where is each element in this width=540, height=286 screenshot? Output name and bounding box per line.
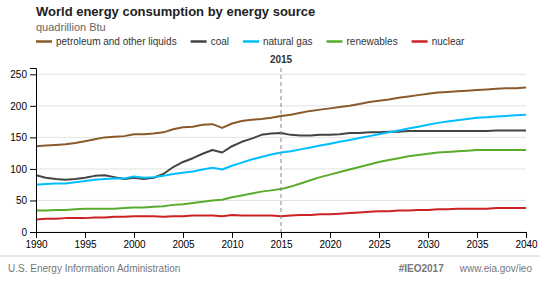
- tick-mark: [183, 232, 184, 238]
- tick-label: 1995: [74, 239, 97, 250]
- legend: petroleum and other liquids coal natural g…: [36, 36, 465, 47]
- tick: 1995: [74, 232, 97, 250]
- tick: 100: [10, 164, 36, 175]
- tick: 2005: [172, 232, 195, 250]
- tick-mark: [232, 232, 233, 238]
- footer-text: #IEO2017: [399, 263, 444, 274]
- tick: 2030: [417, 232, 440, 250]
- title: World energy consumption by energy sourc…: [36, 4, 315, 19]
- tick: 150: [10, 132, 36, 143]
- legend-swatch: [412, 40, 428, 43]
- subtitle: quadrillion Btu: [36, 21, 106, 33]
- tick-mark: [526, 232, 527, 238]
- tick-label: 200: [10, 101, 27, 112]
- tick-label: 2005: [172, 239, 195, 250]
- tick-mark: [30, 106, 36, 107]
- tick-mark: [330, 232, 331, 238]
- tick: 250: [10, 69, 36, 80]
- tick: 2025: [368, 232, 391, 250]
- chart-container: World energy consumption by energy sourc…: [0, 0, 540, 286]
- tick-label: 2025: [368, 239, 391, 250]
- x-axis: 1990 1995 2000 2005 2010 2015 2020 2025 2030 2035…: [25, 232, 538, 250]
- tick-mark: [30, 200, 36, 201]
- tick: 1990: [25, 232, 48, 250]
- tick-label: 2020: [319, 239, 342, 250]
- legend-swatch: [36, 40, 52, 43]
- tick-mark: [379, 232, 380, 238]
- tick-label: 150: [10, 132, 27, 143]
- y-axis: 0 50 100 150 200 250: [10, 69, 36, 238]
- chart: World energy consumption by energy sourc…: [0, 0, 540, 286]
- tick: 2020: [319, 232, 342, 250]
- tick-label: 2030: [417, 239, 440, 250]
- legend-label: nuclear: [432, 36, 465, 47]
- tick: 2035: [466, 232, 489, 250]
- reference-line: [281, 68, 282, 232]
- tick-mark: [85, 232, 86, 238]
- tick: 2010: [221, 232, 244, 250]
- footer-text: U.S. Energy Information Administration: [8, 263, 180, 274]
- tick-mark: [134, 232, 135, 238]
- legend-item: natural gas: [243, 36, 312, 47]
- tick-mark: [281, 232, 282, 238]
- legend-label: coal: [211, 36, 229, 47]
- tick-label: 0: [21, 227, 27, 238]
- tick-label: 2035: [466, 239, 489, 250]
- grid-line: [36, 200, 526, 201]
- footer-rule: [0, 256, 540, 257]
- axis-line: [30, 69, 37, 233]
- tick-label: 2040: [515, 239, 538, 250]
- tick-label: 2010: [221, 239, 244, 250]
- tick: 2000: [123, 232, 146, 250]
- legend-label: renewables: [346, 36, 397, 47]
- annotation: 2015: [270, 54, 293, 65]
- tick: 0: [21, 227, 36, 238]
- legend-swatch: [191, 40, 207, 43]
- tick-mark: [428, 232, 429, 238]
- tick-label: 50: [16, 195, 28, 206]
- tick-mark: [30, 169, 36, 170]
- tick-mark: [477, 232, 478, 238]
- axis-line: [37, 233, 527, 239]
- legend-item: petroleum and other liquids: [36, 36, 177, 47]
- tick-mark: [30, 137, 36, 138]
- footer: U.S. Energy Information Administration ww…: [8, 263, 532, 274]
- legend-item: coal: [191, 36, 229, 47]
- legend-label: natural gas: [263, 36, 312, 47]
- tick-mark: [30, 74, 36, 75]
- legend-item: nuclear: [412, 36, 465, 47]
- tick-mark: [30, 232, 36, 233]
- tick-label: 1990: [25, 239, 48, 250]
- grid-line: [36, 74, 526, 75]
- tick-label: 2015: [270, 239, 293, 250]
- legend-swatch: [326, 40, 342, 43]
- footer-text: www.eia.gov/ieo: [459, 263, 533, 274]
- tick: 2015: [270, 232, 293, 250]
- tick-label: 100: [10, 164, 27, 175]
- tick-label: 250: [10, 69, 27, 80]
- tick: 50: [16, 195, 36, 206]
- legend-label: petroleum and other liquids: [56, 36, 177, 47]
- tick: 2040: [515, 232, 538, 250]
- tick: 200: [10, 101, 36, 112]
- legend-swatch: [243, 40, 259, 43]
- tick-label: 2000: [123, 239, 146, 250]
- legend-item: renewables: [326, 36, 397, 47]
- plot-area: [36, 68, 526, 232]
